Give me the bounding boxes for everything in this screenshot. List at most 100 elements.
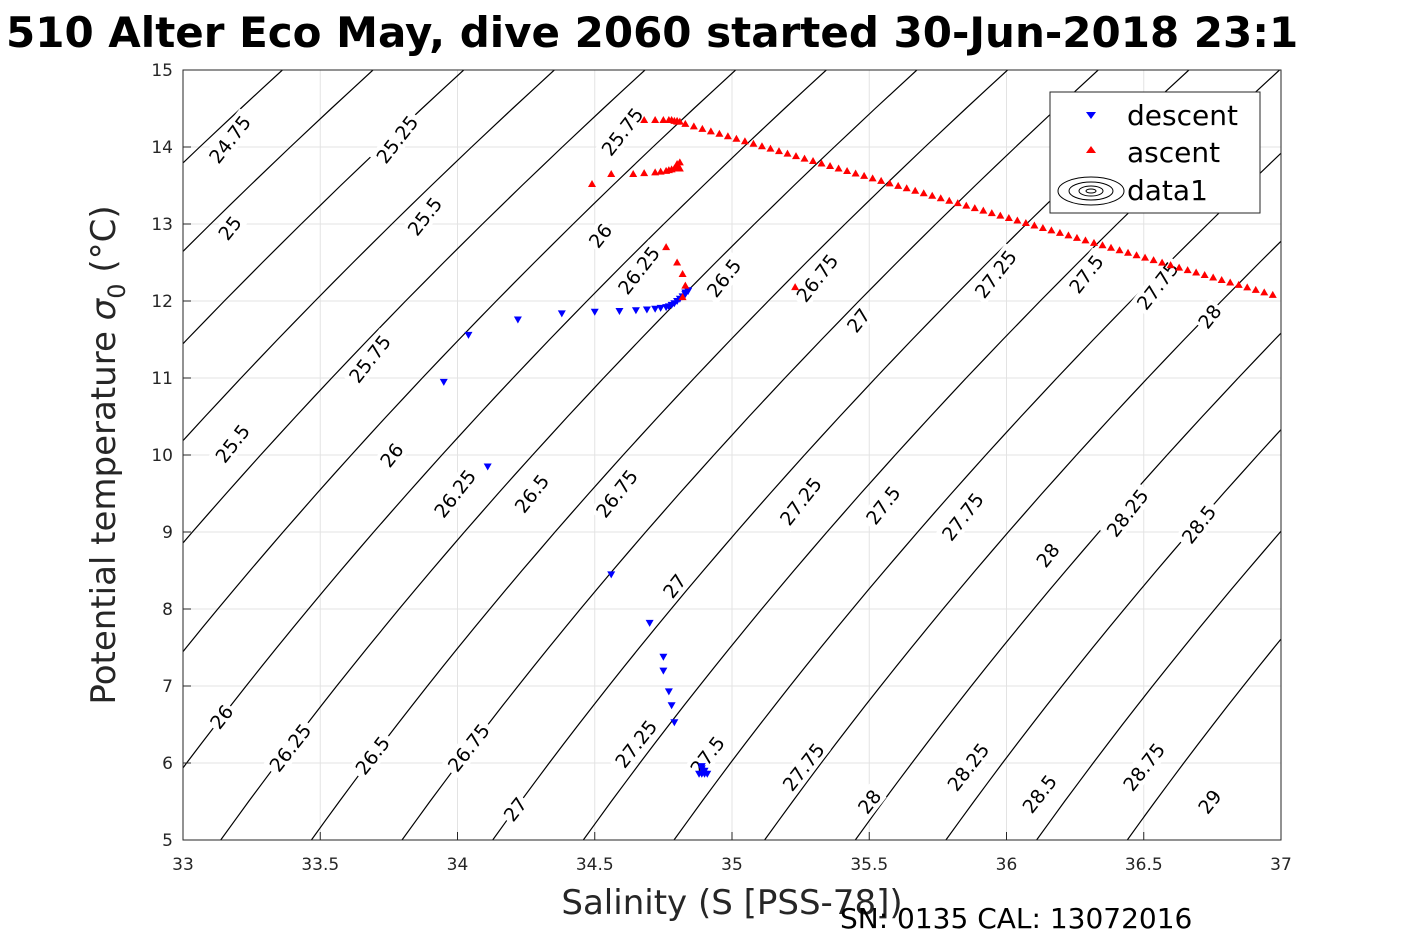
contour-label-bg (1116, 736, 1172, 798)
chart-title: 510 Alter Eco May, dive 2060 started 30-… (6, 8, 1298, 57)
axis-ticks: 33 33.5 34 34.5 35 35.5 36 36.5 37 5 6 7 8 9 10 11 12 13 1… (151, 61, 1291, 875)
ascent-point (1268, 290, 1277, 298)
ascent-point (1149, 256, 1158, 264)
ascent-point (1166, 261, 1175, 269)
contour-label-bg (1099, 481, 1155, 544)
ascent-point (1124, 248, 1133, 256)
ascent-point (651, 116, 660, 124)
legend-contour-icon (1057, 176, 1125, 206)
ascent-point (1013, 216, 1022, 224)
y-tick-label: 10 (151, 446, 173, 466)
ascent-point (1200, 271, 1209, 279)
legend-descent-marker (1086, 112, 1096, 119)
contour-label-bg (611, 239, 667, 302)
ascent-point (851, 169, 860, 177)
ascent-point (1226, 278, 1235, 286)
ascent-point (774, 147, 783, 155)
ascent-point (640, 169, 649, 177)
x-tick-label: 36.5 (1125, 855, 1163, 875)
contour-label-bg (208, 416, 257, 470)
x-tick-label: 35 (721, 855, 743, 875)
ascent-point (996, 211, 1005, 219)
descent-point (697, 765, 706, 773)
contour-label-bg (1130, 254, 1185, 317)
ascent-point (1260, 288, 1269, 296)
legend-ascent-label: ascent (1127, 136, 1220, 169)
ascent-point (826, 162, 835, 170)
ascent-point (681, 281, 690, 289)
legend-box (1049, 91, 1261, 214)
ascent-point (1072, 233, 1081, 241)
x-tick-label: 34.5 (576, 855, 614, 875)
x-tick-label: 37 (1270, 855, 1292, 875)
ascent-point (885, 179, 894, 187)
y-tick-label: 14 (151, 138, 173, 158)
contour-label-bg (852, 783, 887, 820)
contour-label-bg (582, 217, 618, 254)
ascent-point (656, 167, 665, 175)
contour-label-bg (968, 243, 1023, 305)
contour-label-bg (348, 728, 397, 782)
y-tick-label: 12 (151, 292, 173, 312)
y-axis-label: Potential temperature σ0 (°C) (84, 205, 131, 704)
ascent-point (919, 189, 928, 197)
contour-label-bg (608, 712, 664, 775)
legend-data1-label: data1 (1127, 174, 1208, 207)
contour-label-bg (683, 728, 732, 782)
ascent-point (659, 116, 668, 124)
ascent-point (662, 243, 671, 251)
ascent-point (757, 142, 766, 150)
descent-point (656, 304, 665, 312)
contour-label-bg (1192, 298, 1227, 335)
ascent-point (1030, 221, 1039, 229)
descent-point (670, 719, 679, 727)
ascent-point (1064, 231, 1073, 239)
ascent-point (877, 176, 886, 184)
ascent-point (791, 283, 800, 291)
ascent-point (800, 154, 809, 162)
contour-label-bg (374, 437, 409, 473)
contour-label-bg (699, 251, 748, 305)
x-tick-label: 33 (172, 855, 194, 875)
ascent-point (678, 293, 687, 301)
ascent-point (860, 171, 869, 179)
legend-ascent-marker (1086, 146, 1096, 153)
descent-point (651, 305, 660, 313)
ascent-point (766, 144, 775, 152)
x-tick-label: 34 (447, 855, 469, 875)
descent-point (659, 653, 668, 661)
descent-point (659, 667, 668, 675)
contour-line-27.75 (673, 152, 1281, 840)
ascent-point (651, 168, 660, 176)
contour-line-28.75 (1035, 530, 1281, 840)
ascent-point (1158, 258, 1167, 266)
contour-label-bg (775, 736, 831, 798)
y-axis-label-main: Potential temperature (84, 320, 124, 704)
ascent-point (936, 194, 945, 202)
descent-point (607, 571, 616, 579)
ascent-point (1243, 283, 1252, 291)
contour-label-bg (773, 470, 829, 533)
ascent-point (681, 119, 690, 127)
contour-line-28 (763, 240, 1281, 840)
contour-line-26.25 (183, 70, 828, 769)
ascent-point (740, 137, 749, 145)
ascent-point (1141, 253, 1150, 261)
contour-label-bg (940, 736, 996, 798)
ascent-point (1217, 275, 1226, 283)
y-axis-label-sub: 0 (103, 283, 131, 298)
contour-label-bg (1015, 767, 1064, 821)
y-tick-label: 15 (151, 61, 173, 81)
ascent-point (979, 206, 988, 214)
ascent-point (640, 116, 649, 124)
x-tick-label: 36 (996, 855, 1018, 875)
y-tick-label: 5 (162, 831, 173, 851)
y-tick-label: 7 (162, 677, 173, 697)
contour-label-bg (342, 327, 398, 390)
contour-label-bg (204, 698, 239, 735)
legend-descent-label: descent (1127, 99, 1238, 132)
ascent-point (607, 169, 616, 177)
ascent-point (689, 122, 698, 130)
contour-label-bg (212, 210, 247, 246)
